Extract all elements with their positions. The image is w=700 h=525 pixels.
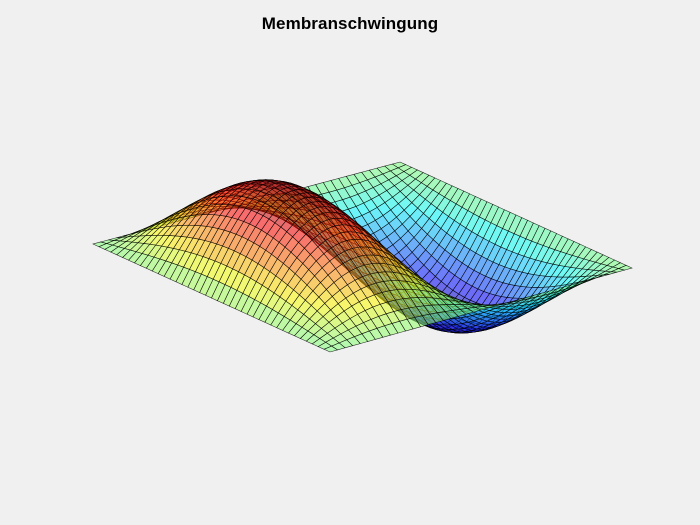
chart-title: Membranschwingung bbox=[261, 14, 439, 33]
surface-mesh bbox=[92, 161, 633, 353]
surface-patch bbox=[323, 345, 339, 353]
